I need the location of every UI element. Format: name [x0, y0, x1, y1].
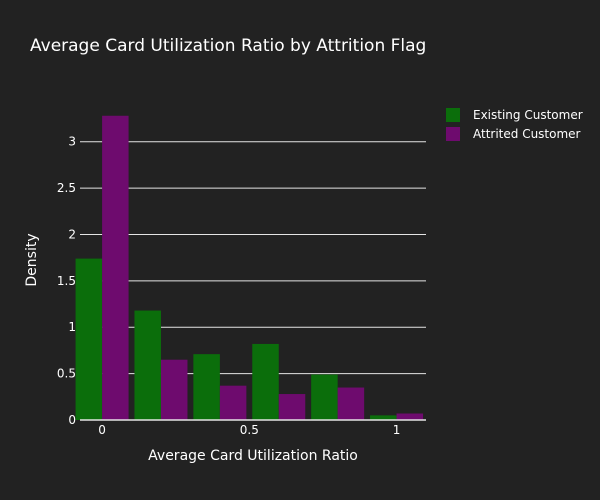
bar-attrited-customer[interactable] [278, 394, 306, 420]
x-tick-label: 0.5 [240, 423, 259, 437]
bar-existing-customer[interactable] [134, 310, 161, 420]
bars [75, 115, 424, 420]
y-tick-label: 3 [68, 135, 76, 149]
x-tick-label: 0 [98, 423, 106, 437]
legend-label: Attrited Customer [473, 127, 581, 141]
y-tick-label: 0.5 [57, 367, 76, 381]
bar-existing-customer[interactable] [193, 354, 220, 420]
legend-label: Existing Customer [473, 108, 583, 122]
bar-existing-customer[interactable] [370, 415, 397, 420]
x-tick-labels: 0 0.5 1 [98, 423, 400, 437]
y-tick-label: 0 [68, 413, 76, 427]
legend-swatch [446, 108, 460, 122]
y-tick-labels: 0 0.5 1 1.5 2 2.5 3 [57, 135, 76, 427]
gridlines [80, 141, 426, 375]
bar-existing-customer[interactable] [252, 343, 279, 420]
y-tick-label: 2 [68, 227, 76, 241]
bar-attrited-customer[interactable] [396, 413, 424, 420]
legend-item[interactable]: Attrited Customer [446, 127, 581, 141]
chart-title: Average Card Utilization Ratio by Attrit… [30, 36, 426, 56]
bar-attrited-customer[interactable] [219, 385, 247, 420]
y-axis-title: Density [24, 233, 40, 286]
legend-swatch [446, 127, 460, 141]
y-tick-label: 2.5 [57, 181, 76, 195]
x-axis-title: Average Card Utilization Ratio [148, 448, 358, 464]
bar-existing-customer[interactable] [311, 374, 338, 420]
y-tick-label: 1 [68, 320, 76, 334]
bar-attrited-customer[interactable] [337, 387, 365, 420]
y-tick-label: 1.5 [57, 274, 76, 288]
legend-item[interactable]: Existing Customer [446, 108, 583, 122]
bar-attrited-customer[interactable] [102, 115, 129, 420]
bar-attrited-customer[interactable] [160, 359, 188, 420]
bar-existing-customer[interactable] [75, 258, 103, 420]
x-tick-label: 1 [393, 423, 401, 437]
legend[interactable]: Existing Customer Attrited Customer [446, 108, 583, 141]
